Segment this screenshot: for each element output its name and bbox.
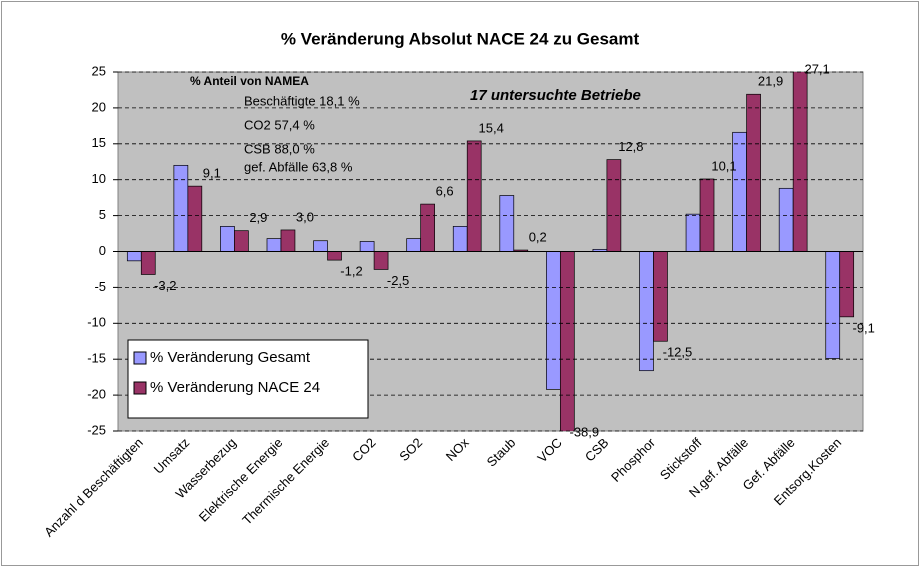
- legend-label: % Veränderung Gesamt: [150, 349, 311, 366]
- data-label: -1,2: [340, 264, 362, 279]
- bar: [778, 187, 794, 252]
- data-label: 3,0: [296, 209, 314, 224]
- data-label: 0,2: [529, 230, 547, 245]
- annotation: CO2 57,4 %: [244, 117, 315, 132]
- bar: [187, 185, 203, 252]
- data-label: -2,5: [387, 273, 409, 288]
- bar: [234, 230, 249, 252]
- legend-swatch: [133, 351, 147, 365]
- annotation: CSB 88,0 %: [244, 141, 315, 156]
- bar: [313, 240, 328, 252]
- bar: [327, 251, 342, 261]
- bar: [546, 251, 561, 390]
- y-tick-label: 25: [92, 63, 106, 78]
- y-tick-label: -10: [87, 315, 106, 330]
- y-tick-label: 0: [99, 243, 106, 258]
- bar: [452, 226, 468, 252]
- y-tick-label: 15: [92, 135, 106, 150]
- bar: [173, 164, 189, 252]
- bar: [825, 251, 841, 359]
- data-label: 6,6: [436, 184, 454, 199]
- data-label: -9,1: [852, 320, 874, 335]
- bar: [653, 251, 668, 342]
- annotation: Beschäftigte 18,1 %: [244, 93, 360, 108]
- bar: [639, 251, 654, 372]
- data-label: 21,9: [758, 74, 783, 89]
- y-tick-label: -25: [87, 422, 106, 437]
- bar: [280, 229, 296, 252]
- data-label: 10,1: [711, 158, 736, 173]
- bars: [126, 72, 855, 431]
- data-label: -12,5: [663, 345, 693, 360]
- bar: [373, 251, 389, 270]
- y-tick-label: 10: [92, 171, 106, 186]
- y-tick-label: 20: [92, 99, 106, 114]
- bar: [732, 131, 747, 252]
- bar: [140, 251, 156, 275]
- bar: [792, 72, 808, 252]
- y-tick-label: -5: [94, 279, 106, 294]
- bar: [466, 140, 482, 252]
- bar: [126, 251, 142, 262]
- bar: [499, 195, 515, 252]
- bar: [746, 93, 761, 252]
- bar: [359, 241, 375, 252]
- legend-swatch: [133, 381, 147, 395]
- data-label: 27,1: [804, 61, 829, 76]
- bar: [606, 159, 622, 252]
- y-tick-label: -20: [87, 387, 106, 402]
- y-tick-label: -15: [87, 351, 106, 366]
- bar: [685, 213, 701, 252]
- bar: [420, 203, 435, 252]
- legend-box: [127, 339, 369, 419]
- data-label: 15,4: [479, 120, 504, 135]
- legend-label: % Veränderung NACE 24: [150, 379, 320, 396]
- bar: [406, 238, 422, 252]
- data-label: 12,8: [618, 139, 643, 154]
- bar: [839, 251, 855, 318]
- data-label: -3,2: [154, 278, 176, 293]
- chart-title: % Veränderung Absolut NACE 24 zu Gesamt: [281, 29, 640, 48]
- bar: [220, 226, 235, 252]
- bar: [266, 238, 282, 252]
- annotation: gef. Abfälle 63,8 %: [244, 159, 353, 174]
- data-label: -38,9: [569, 424, 599, 439]
- data-label: 2,9: [249, 210, 267, 225]
- annotation: 17 untersuchte Betriebe: [470, 87, 641, 104]
- annotation: % Anteil von NAMEA: [190, 74, 309, 88]
- y-tick-label: 5: [99, 207, 106, 222]
- data-label: 9,1: [203, 166, 221, 181]
